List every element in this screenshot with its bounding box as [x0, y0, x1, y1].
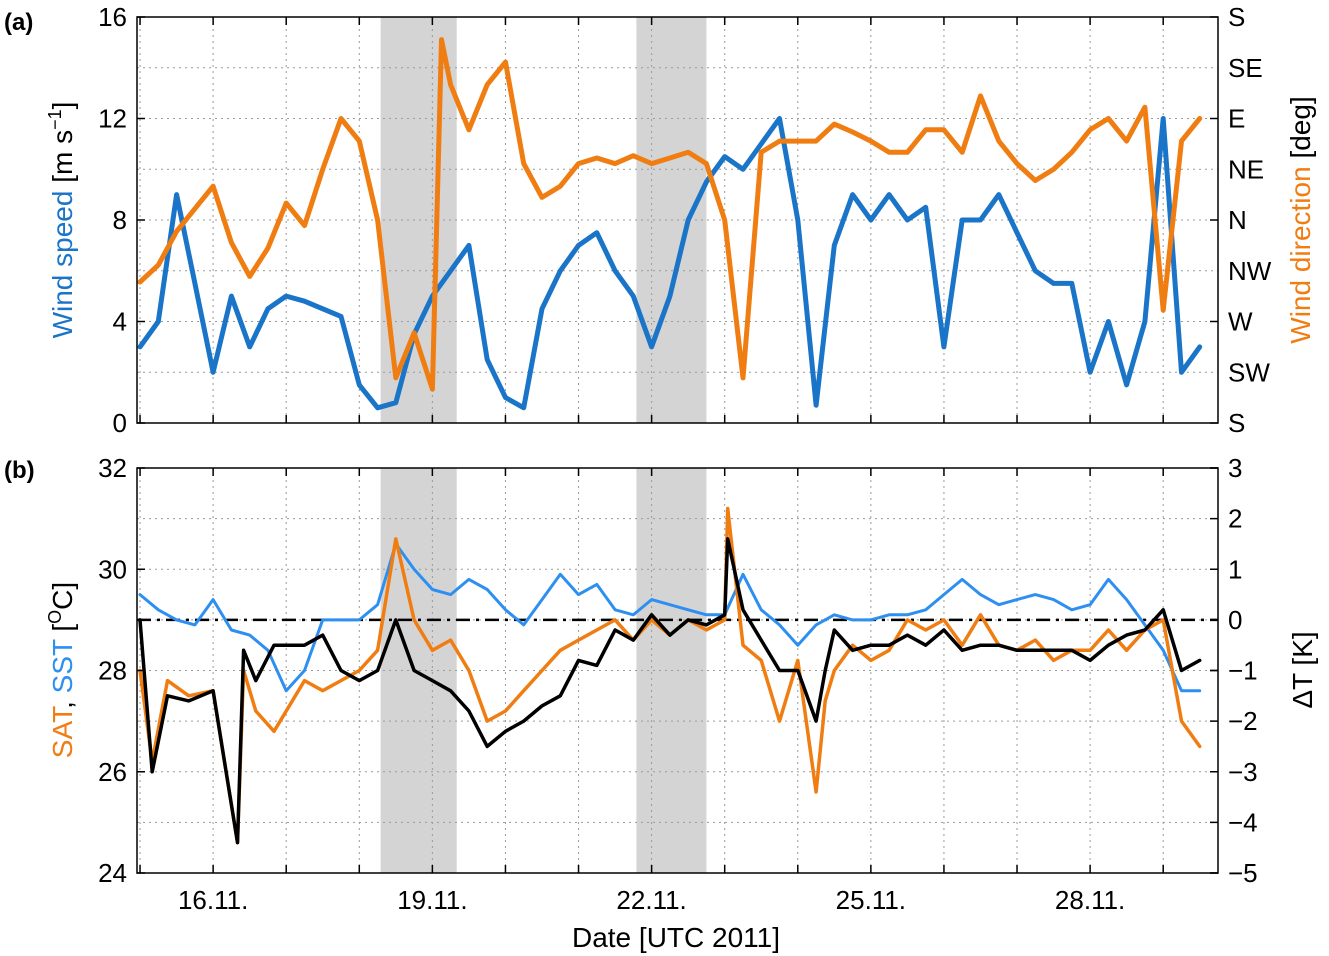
right-tick-label-b: −1: [1228, 656, 1258, 686]
panel-b-label: (b): [4, 457, 35, 484]
label-separator: ,: [47, 693, 78, 709]
left-tick-label-b: 28: [98, 656, 127, 686]
right-tick-label-a: SE: [1228, 53, 1263, 83]
right-tick-label-a: S: [1228, 408, 1245, 438]
right-tick-label-b: 3: [1228, 453, 1242, 483]
degree-superscript: O: [45, 610, 65, 624]
left-tick-label-b: 26: [98, 757, 127, 787]
wind-speed-unit-close: ]: [47, 102, 78, 110]
panel-b-left-axis-label: SAT, SST [OC]: [45, 582, 78, 758]
right-tick-label-b: −3: [1228, 757, 1258, 787]
x-tick-label: 16.11.: [178, 885, 248, 915]
wind-speed-unit: [m s: [47, 130, 78, 191]
right-tick-label-a: NW: [1228, 256, 1272, 286]
right-tick-label-b: 0: [1228, 605, 1242, 635]
x-tick-label: 25.11.: [836, 885, 906, 915]
wind-speed-line: [137, 116, 1203, 411]
right-tick-label-b: 2: [1228, 504, 1242, 534]
right-tick-label-b: 1: [1228, 554, 1242, 584]
x-tick-label: 22.11.: [616, 885, 686, 915]
temperature-unit-open: [: [47, 624, 78, 640]
left-tick-label-a: 4: [113, 307, 127, 337]
wind-direction-label: Wind direction: [1285, 166, 1316, 343]
right-tick-label-a: SW: [1228, 357, 1270, 387]
panel-b: 24 26 28 30 32 −5 −4 −3 −2 −1 0 1 2 3 16.11. 19.11. 22.1…: [98, 453, 1258, 915]
shaded-period-b-0: [380, 468, 457, 873]
panel-a-left-axis-label: Wind speed [m s−1]: [45, 102, 78, 339]
delta-t-label: ΔT [K]: [1287, 631, 1318, 708]
left-tick-label-b: 32: [98, 453, 127, 483]
right-tick-label-a: E: [1228, 104, 1245, 134]
right-tick-label-b: −4: [1228, 807, 1258, 837]
x-axis-label: Date [UTC 2011]: [572, 922, 780, 953]
left-tick-label-a: 16: [98, 2, 127, 32]
panel-a: 0 4 8 12 16 S SW W NW N NE E SE S: [98, 2, 1272, 438]
temperature-unit-close: C]: [47, 582, 78, 610]
right-tick-label-a: N: [1228, 205, 1247, 235]
wind-speed-label: Wind speed: [47, 191, 78, 339]
left-tick-label-a: 8: [113, 205, 127, 235]
delta-t-line: [138, 537, 1202, 845]
x-tick-label: 28.11.: [1055, 885, 1125, 915]
left-tick-label-b: 24: [98, 858, 127, 888]
panel-b-right-axis-label: ΔT [K]: [1287, 631, 1318, 708]
wind-speed-unit-exponent: −1: [45, 109, 65, 130]
sat-label: SAT: [47, 706, 78, 758]
right-tick-label-a: S: [1228, 2, 1245, 32]
panel-a-label: (a): [4, 9, 33, 36]
wind-direction-unit: [deg]: [1285, 96, 1316, 166]
panel-a-right-axis-label: Wind direction [deg]: [1285, 96, 1316, 343]
right-tick-label-b: −2: [1228, 706, 1258, 736]
right-tick-label-a: W: [1228, 307, 1253, 337]
left-tick-label-a: 12: [98, 104, 127, 134]
wind-direction-line: [137, 37, 1203, 392]
left-tick-label-b: 30: [98, 554, 127, 584]
right-tick-label-b: −5: [1228, 858, 1258, 888]
right-tick-label-a: NE: [1228, 154, 1264, 184]
left-tick-label-a: 0: [113, 408, 127, 438]
sst-label: SST: [47, 639, 78, 693]
x-tick-label: 19.11.: [397, 885, 467, 915]
